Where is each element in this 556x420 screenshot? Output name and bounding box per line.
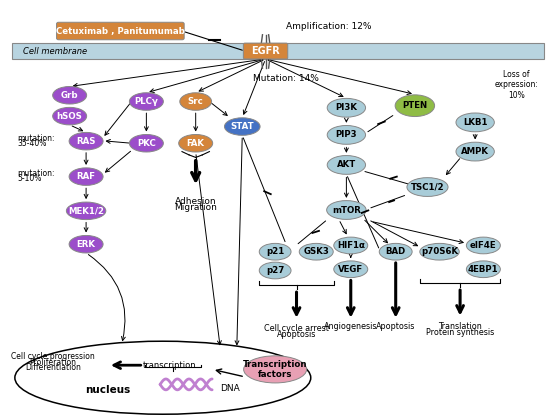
Text: FAK: FAK	[187, 139, 205, 148]
Text: HIF1α: HIF1α	[337, 241, 365, 250]
Text: RAF: RAF	[77, 172, 96, 181]
Ellipse shape	[244, 356, 307, 383]
Ellipse shape	[327, 201, 366, 219]
Text: Apoptosis: Apoptosis	[376, 322, 415, 331]
Ellipse shape	[66, 202, 106, 220]
Ellipse shape	[299, 243, 333, 260]
Ellipse shape	[69, 168, 103, 185]
Text: mutation:: mutation:	[18, 134, 55, 143]
Ellipse shape	[225, 118, 260, 135]
Ellipse shape	[420, 243, 459, 260]
Text: TSC1/2: TSC1/2	[411, 183, 444, 192]
Text: PTEN: PTEN	[403, 101, 428, 110]
Text: 35-40%: 35-40%	[18, 139, 47, 148]
FancyBboxPatch shape	[57, 22, 184, 40]
Ellipse shape	[180, 93, 212, 110]
Text: mTOR: mTOR	[332, 205, 361, 215]
Text: transcription: transcription	[143, 361, 197, 370]
Ellipse shape	[53, 108, 87, 125]
Ellipse shape	[379, 243, 412, 260]
Text: Proliferation: Proliferation	[29, 358, 77, 367]
Text: p21: p21	[266, 247, 284, 256]
Text: Cell cycle progression: Cell cycle progression	[11, 352, 95, 361]
Ellipse shape	[53, 87, 87, 104]
Ellipse shape	[69, 236, 103, 253]
Text: GSK3: GSK3	[304, 247, 329, 256]
Ellipse shape	[259, 243, 291, 260]
Text: mutation:: mutation:	[18, 169, 55, 178]
Text: 5-10%: 5-10%	[18, 174, 42, 183]
Text: Apoptosis: Apoptosis	[277, 330, 316, 339]
Text: Grb: Grb	[61, 91, 78, 100]
Text: Transcription
factors: Transcription factors	[243, 360, 307, 379]
Text: Amplification: 12%: Amplification: 12%	[286, 22, 371, 31]
Ellipse shape	[327, 155, 365, 174]
Text: p27: p27	[266, 266, 284, 275]
Text: Cell membrane: Cell membrane	[23, 47, 87, 55]
Ellipse shape	[259, 262, 291, 279]
Ellipse shape	[327, 98, 365, 117]
Text: ERK: ERK	[77, 240, 96, 249]
Text: MEK1/2: MEK1/2	[68, 206, 104, 215]
Ellipse shape	[178, 134, 213, 152]
Text: Migration: Migration	[174, 203, 217, 213]
Text: VEGF: VEGF	[338, 265, 363, 274]
Text: eIF4E: eIF4E	[470, 241, 497, 250]
Ellipse shape	[327, 126, 365, 144]
Text: PI3K: PI3K	[335, 103, 358, 112]
Text: Cell cycle arrest: Cell cycle arrest	[264, 324, 329, 333]
Ellipse shape	[130, 93, 163, 110]
Ellipse shape	[466, 261, 500, 278]
FancyBboxPatch shape	[244, 43, 288, 59]
Text: nucleus: nucleus	[86, 385, 131, 395]
Text: Src: Src	[188, 97, 203, 106]
Text: Protein synthesis: Protein synthesis	[426, 328, 494, 337]
FancyBboxPatch shape	[12, 43, 544, 59]
Text: Adhesion: Adhesion	[175, 197, 216, 206]
Ellipse shape	[334, 237, 368, 254]
Text: Loss of
expression:
10%: Loss of expression: 10%	[494, 70, 538, 100]
Ellipse shape	[334, 261, 368, 278]
Text: Mutation: 14%: Mutation: 14%	[253, 74, 319, 83]
Ellipse shape	[15, 341, 311, 414]
Text: Differentiation: Differentiation	[25, 363, 81, 372]
Ellipse shape	[130, 134, 163, 152]
Ellipse shape	[456, 113, 494, 132]
Text: PKC: PKC	[137, 139, 156, 148]
Text: LKB1: LKB1	[463, 118, 488, 127]
Text: DNA: DNA	[220, 384, 240, 393]
Text: BAD: BAD	[385, 247, 406, 256]
Text: PLCγ: PLCγ	[135, 97, 158, 106]
Ellipse shape	[466, 237, 500, 254]
Text: Translation: Translation	[438, 322, 482, 331]
Text: RAS: RAS	[76, 136, 96, 146]
Text: p70S6K: p70S6K	[421, 247, 458, 256]
Text: hSOS: hSOS	[57, 112, 83, 121]
Text: Cetuximab , Panitumumab: Cetuximab , Panitumumab	[56, 26, 185, 36]
Text: Angiogenesis: Angiogenesis	[324, 322, 378, 331]
Ellipse shape	[407, 178, 448, 197]
Ellipse shape	[456, 142, 494, 161]
Text: EGFR: EGFR	[251, 46, 280, 56]
Ellipse shape	[69, 132, 103, 150]
Text: 4EBP1: 4EBP1	[468, 265, 499, 274]
Text: AKT: AKT	[337, 160, 356, 169]
Ellipse shape	[395, 95, 435, 116]
Text: AMPK: AMPK	[461, 147, 489, 156]
Text: STAT: STAT	[230, 122, 254, 131]
Text: PIP3: PIP3	[336, 130, 357, 139]
